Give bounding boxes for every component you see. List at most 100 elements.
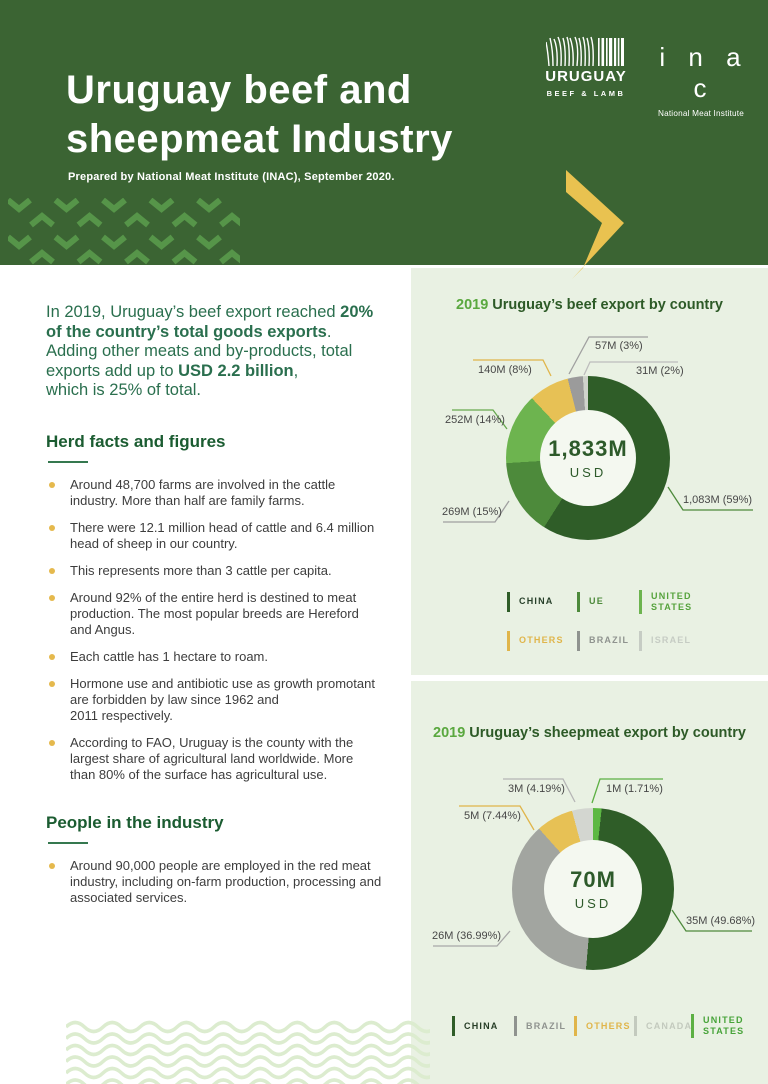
callout-ue: 269M (15%) xyxy=(442,506,502,518)
callout-others: 5M (7.44%) xyxy=(464,810,521,822)
legend-item: ISRAEL xyxy=(639,621,767,660)
list-item: Each cattle has 1 hectare to roam. xyxy=(46,649,382,665)
list-item: Around 92% of the entire herd is destine… xyxy=(46,590,382,638)
sheepmeat-total-unit: USD xyxy=(574,896,612,911)
beef-legend: CHINA UE UNITED STATES OTHERS BRAZIL ISR… xyxy=(507,582,767,660)
page-title: Uruguay beef and sheepmeat Industry xyxy=(66,68,453,161)
legend-label: CHINA xyxy=(464,1020,499,1031)
inac-logo: i n a c National Meat Institute xyxy=(645,42,757,118)
header-banner: Uruguay beef and sheepmeat Industry Prep… xyxy=(0,0,768,265)
inac-tagline: National Meat Institute xyxy=(657,109,745,118)
legend-label: UE xyxy=(589,596,604,606)
bullet-dot xyxy=(49,739,55,746)
sheepmeat-donut-center: 70M USD xyxy=(544,840,642,938)
intro-paragraph: In 2019, Uruguay’s beef export reached 2… xyxy=(46,303,382,401)
callout-brazil: 26M (36.99%) xyxy=(432,930,502,942)
intro-part1: In 2019, Uruguay’s beef export reached xyxy=(46,303,341,321)
beef-total-value: 1,833M xyxy=(548,436,628,461)
legend-item: BRAZIL xyxy=(577,621,639,660)
legend-label: OTHERS xyxy=(519,635,564,645)
legend-label: CANADA xyxy=(646,1020,693,1031)
chart-year: 2019 xyxy=(456,297,489,313)
callout-united-states: 1M (1.71%) xyxy=(606,783,663,795)
legend-color-bar xyxy=(574,1016,577,1036)
legend-item: UNITED STATES xyxy=(639,582,767,621)
legend-color-bar xyxy=(514,1016,517,1036)
sheepmeat-legend: CHINA BRAZIL OTHERS CANADA UNITED STATES xyxy=(452,1014,763,1038)
legend-color-bar xyxy=(507,591,510,612)
bullet-dot xyxy=(49,481,55,488)
list-item: There were 12.1 million head of cattle a… xyxy=(46,520,382,552)
legend-label: OTHERS xyxy=(586,1020,631,1031)
bullet-dot xyxy=(49,680,55,687)
list-item: Around 90,000 people are employed in the… xyxy=(46,858,382,906)
legend-label: ISRAEL xyxy=(651,635,692,645)
beef-leader-lines xyxy=(443,336,753,523)
legend-label: CHINA xyxy=(519,596,554,606)
bullet-dot xyxy=(49,653,55,660)
yellow-arrow-icon xyxy=(566,170,624,279)
legend-item: CHINA xyxy=(452,1014,514,1038)
legend-label: UNITED STATES xyxy=(651,590,693,612)
legend-color-bar xyxy=(634,1016,637,1036)
intro-part2: . Adding other meats and by-products, to… xyxy=(46,322,353,380)
herd-facts-list: Around 48,700 farms are involved in the … xyxy=(46,477,382,783)
people-industry-heading: People in the industry xyxy=(46,812,224,832)
legend-item: CANADA xyxy=(634,1014,691,1038)
beef-lamb-tagline: BEEF & LAMB xyxy=(546,89,626,98)
legend-item: UE xyxy=(577,582,639,621)
bullet-dot xyxy=(49,567,55,574)
legend-color-bar xyxy=(452,1016,455,1036)
intro-bold-usd: USD 2.2 billion xyxy=(178,361,294,380)
callout-united-states: 252M (14%) xyxy=(445,414,505,426)
uruguay-beef-lamb-logo: URUGUAY BEEF & LAMB xyxy=(544,36,628,98)
legend-item: OTHERS xyxy=(507,621,577,660)
callout-others: 140M (8%) xyxy=(478,364,532,376)
chart-year: 2019 xyxy=(433,725,466,741)
intro-part3: , which is 25% of total. xyxy=(46,361,299,400)
legend-color-bar xyxy=(577,630,580,651)
uruguay-logo-text: URUGUAY xyxy=(545,68,627,85)
callout-china: 1,083M (59%) xyxy=(683,494,753,506)
sheepmeat-leader-lines xyxy=(433,778,752,947)
legend-item: CHINA xyxy=(507,582,577,621)
bullet-dot xyxy=(49,862,55,869)
list-item: Around 48,700 farms are involved in the … xyxy=(46,477,382,509)
list-item: According to FAO, Uruguay is the county … xyxy=(46,735,382,783)
legend-color-bar xyxy=(507,630,510,651)
legend-label: BRAZIL xyxy=(526,1020,567,1031)
beef-donut-center: 1,833M USD xyxy=(540,410,636,506)
legend-item: OTHERS xyxy=(574,1014,634,1038)
heading-underline xyxy=(48,841,88,844)
sheepmeat-total-value: 70M xyxy=(570,867,616,892)
legend-item: BRAZIL xyxy=(514,1014,574,1038)
legend-label: UNITED STATES xyxy=(703,1015,745,1036)
page-subtitle: Prepared by National Meat Institute (INA… xyxy=(68,171,395,183)
legend-label: BRAZIL xyxy=(589,635,630,645)
legend-item: UNITED STATES xyxy=(691,1014,763,1038)
sheepmeat-export-chart-panel: 2019 Uruguay’s sheepmeat export by countr… xyxy=(411,681,768,1084)
beef-export-chart-panel: 2019 Uruguay’s beef export by country 1,8… xyxy=(411,268,768,675)
legend-color-bar xyxy=(577,591,580,612)
beef-chart-title: 2019 Uruguay’s beef export by country xyxy=(456,297,723,313)
legend-color-bar xyxy=(639,630,642,651)
herd-facts-heading: Herd facts and figures xyxy=(46,431,226,451)
intro-bold-exports: 20% of the country’s total goods exports xyxy=(46,303,374,341)
chevron-pattern-decoration xyxy=(8,198,240,265)
left-text-column: In 2019, Uruguay’s beef export reached 2… xyxy=(46,303,382,917)
callout-canada: 3M (4.19%) xyxy=(508,783,565,795)
inac-logo-text: i n a c xyxy=(659,42,749,103)
legend-color-bar xyxy=(639,589,642,614)
list-item: This represents more than 3 cattle per c… xyxy=(46,563,382,579)
bullet-dot xyxy=(49,524,55,531)
callout-israel: 31M (2%) xyxy=(636,365,684,377)
people-industry-list: Around 90,000 people are employed in the… xyxy=(46,858,382,906)
grass-barcode-icon xyxy=(546,36,624,66)
heading-underline xyxy=(48,460,88,463)
callout-brazil: 57M (3%) xyxy=(595,340,643,352)
wave-pattern-decoration xyxy=(66,1020,430,1084)
sheepmeat-chart-title: 2019 Uruguay’s sheepmeat export by countr… xyxy=(433,725,746,741)
bullet-dot xyxy=(49,594,55,601)
callout-china: 35M (49.68%) xyxy=(686,915,756,927)
